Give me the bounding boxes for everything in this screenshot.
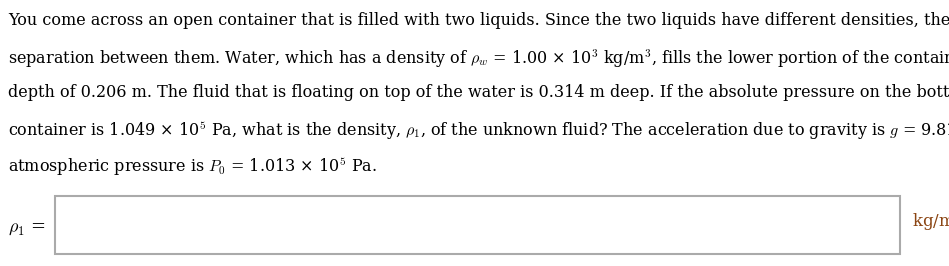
FancyBboxPatch shape (55, 196, 900, 254)
Text: $\rho_1$ =: $\rho_1$ = (8, 219, 46, 237)
Text: kg/m$^3$: kg/m$^3$ (912, 211, 949, 233)
Text: depth of 0.206 m. The fluid that is floating on top of the water is 0.314 m deep: depth of 0.206 m. The fluid that is floa… (8, 84, 949, 101)
Text: atmospheric pressure is $P_0$ = 1.013 × 10$^5$ Pa.: atmospheric pressure is $P_0$ = 1.013 × … (8, 156, 377, 178)
Text: container is 1.049 × 10$^5$ Pa, what is the density, $\rho_1$, of the unknown fl: container is 1.049 × 10$^5$ Pa, what is … (8, 120, 949, 142)
Text: separation between them. Water, which has a density of $\rho_w$ = 1.00 × 10$^3$ : separation between them. Water, which ha… (8, 48, 949, 70)
Text: You come across an open container that is filled with two liquids. Since the two: You come across an open container that i… (8, 12, 949, 29)
